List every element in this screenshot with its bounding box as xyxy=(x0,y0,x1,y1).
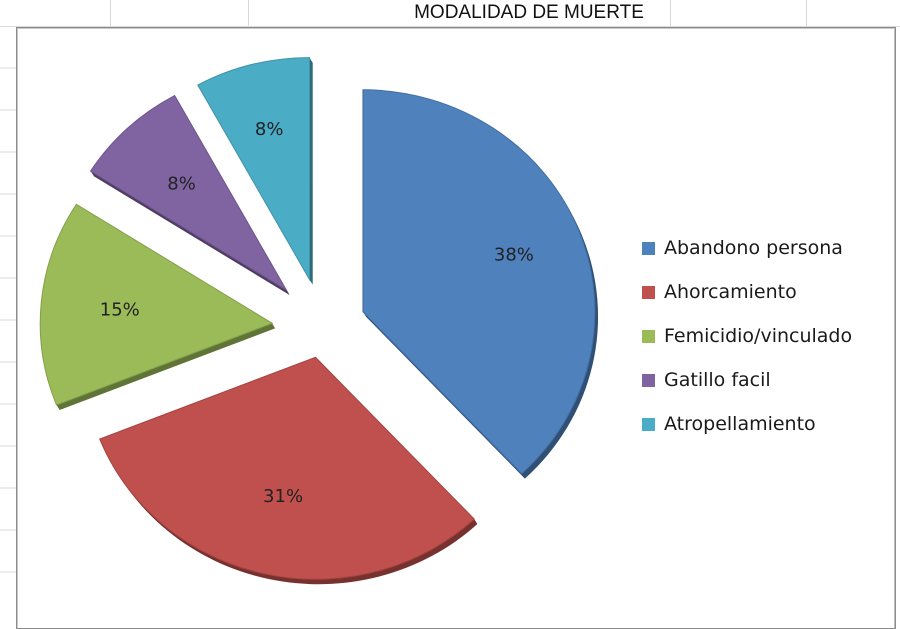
legend-item[interactable]: Atropellamiento xyxy=(642,402,852,446)
legend-item[interactable]: Ahorcamiento xyxy=(642,270,852,314)
pie-chart: 38% 31% 15% 8% 8% xyxy=(39,57,599,585)
pie-slice[interactable] xyxy=(99,356,475,580)
legend-label: Atropellamiento xyxy=(664,413,816,435)
legend-item[interactable]: Abandono persona xyxy=(642,226,852,270)
slice-data-label: 8% xyxy=(167,173,196,194)
chart-legend[interactable]: Abandono persona Ahorcamiento Femicidio/… xyxy=(642,226,852,446)
legend-item[interactable]: Femicidio/vinculado xyxy=(642,314,852,358)
spreadsheet-grid xyxy=(0,0,900,573)
pie-slice[interactable] xyxy=(89,94,287,291)
pie-slice[interactable] xyxy=(39,203,274,406)
legend-swatch xyxy=(642,285,655,299)
pie-slice[interactable] xyxy=(197,57,311,282)
legend-swatch xyxy=(642,329,655,343)
legend-label: Ahorcamiento xyxy=(664,281,797,303)
legend-item[interactable]: Gatillo facil xyxy=(642,358,852,402)
sheet-title-cell[interactable]: MODALIDAD DE MUERTE xyxy=(388,0,671,26)
slice-data-label: 38% xyxy=(494,245,534,266)
slice-data-label: 15% xyxy=(100,300,140,321)
legend-label: Gatillo facil xyxy=(664,369,771,391)
legend-swatch xyxy=(642,241,655,255)
slice-data-label: 31% xyxy=(263,486,303,507)
pie-slice[interactable] xyxy=(362,89,596,475)
slice-data-label: 8% xyxy=(255,119,284,140)
legend-swatch xyxy=(642,417,655,431)
legend-swatch xyxy=(642,373,655,387)
legend-label: Femicidio/vinculado xyxy=(664,325,853,347)
legend-label: Abandono persona xyxy=(664,237,843,259)
